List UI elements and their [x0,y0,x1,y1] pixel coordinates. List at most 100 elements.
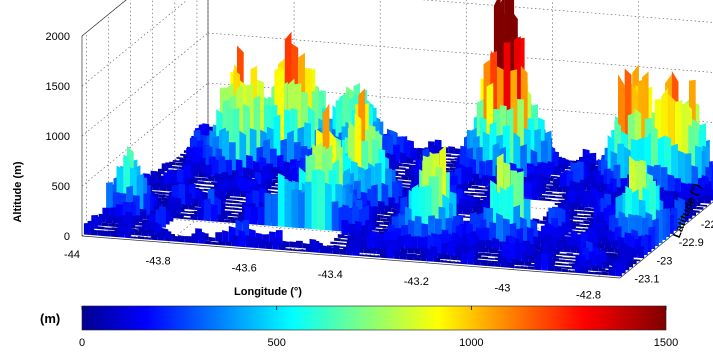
x-tick-label: -43 [494,283,510,295]
surface-column [353,244,360,256]
surface-column [602,272,609,276]
surface-column [272,238,279,250]
surface-column [492,254,499,257]
surface-column [399,167,406,170]
surface-column [339,250,346,255]
surface-column [141,230,148,236]
x-tick-label: -43.2 [404,276,429,288]
surface-column [575,262,582,274]
surface-column [105,215,112,223]
surface-column [576,228,583,230]
surface-column [173,160,180,162]
surface-column [360,254,367,256]
surface-column [475,178,482,186]
surface-column [478,187,485,190]
surface-column [541,253,548,271]
x-tick-label: -43.4 [318,269,343,281]
surface-column [338,234,345,238]
surface-column [232,207,239,210]
surface-column [205,241,212,245]
colorbar-tick-label: 1000 [459,337,483,349]
surface-column [337,242,344,245]
surface-column [577,221,584,223]
surface-column [165,231,172,241]
surface-column [393,250,400,259]
surface-column [472,186,479,189]
surface-column [258,206,265,226]
surface-column [585,207,592,211]
surface-column [224,219,231,223]
surface-column [545,199,552,202]
surface-column [481,257,488,260]
surface-column [204,199,211,222]
surface-column [222,230,229,242]
top-left-edge [82,0,208,36]
z-tick-label: 500 [52,181,70,193]
surface-column [160,184,167,192]
surface-column [131,236,138,238]
surface-column [565,267,572,270]
surface-column [552,200,559,202]
surface-column [381,211,388,215]
surface-column [296,241,303,249]
z-axis-label: Altitude (m) [12,161,24,222]
surface-column [582,266,589,274]
z-gridline [82,0,208,86]
surface-column [489,248,496,253]
surface-column [162,197,169,201]
surface-column [319,245,326,253]
surface-column [454,262,461,264]
surface-column [532,188,539,201]
surface-column [201,178,208,181]
surface-column [245,235,252,247]
surface-column [401,176,408,180]
x-tick-label: -44 [64,249,80,261]
surface-column [580,218,587,221]
surface-column [232,214,239,217]
surface-column [234,187,241,197]
surface-column [414,248,421,255]
surface-column [448,158,455,160]
surface-column [482,248,489,253]
surface-column [521,266,528,269]
surface-column [534,259,541,270]
surface-column [326,246,333,254]
surface-column [407,254,414,261]
surface-column [552,193,559,195]
surface-column [370,248,377,255]
surface-column [637,247,644,259]
surface-column [318,169,325,230]
y-tick-label: -22.9 [679,237,704,249]
surface-column [305,182,312,229]
surface-column [259,239,266,249]
surface-column [226,207,233,210]
colorbar-label: (m) [40,311,60,326]
surface-column [278,173,285,227]
surface-column [413,257,420,261]
surface-column [560,253,567,255]
surface-column [97,230,104,236]
surface-column [501,258,508,268]
surface-column [159,194,166,198]
surface-column [153,184,160,191]
surface-column [556,256,563,259]
surface-column [471,193,478,196]
surface-column [215,232,222,242]
surface-column [405,181,412,184]
surface-column [185,193,192,206]
surface-column [380,218,387,222]
surface-column [395,177,402,180]
surface-column [574,217,581,220]
surface-column [555,197,562,199]
surface-column [380,254,387,259]
x-tick-label: -43.6 [232,262,257,274]
surface-column [373,255,380,257]
surface-column [700,205,707,207]
surface-column [271,193,278,226]
surface-column [487,263,494,267]
surface-column [191,214,198,220]
surface-column [559,259,566,262]
surface-column [239,230,246,247]
surface-column [555,263,562,266]
surface-column [407,248,414,254]
